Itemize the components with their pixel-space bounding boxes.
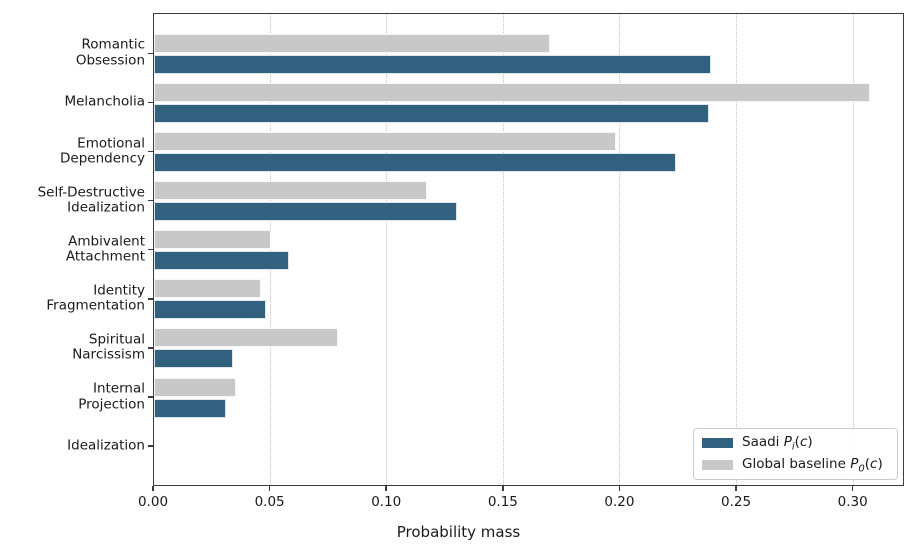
y-tick-label: Melancholia (64, 93, 145, 110)
gridline (852, 14, 854, 485)
y-axis-tick (148, 396, 153, 398)
legend-label: Saadi Pi(c) (742, 433, 813, 453)
x-tick-label: 0.05 (254, 494, 285, 510)
y-tick-label: Self-Destructive Idealization (37, 184, 145, 216)
x-axis-tick (735, 486, 737, 491)
gridline (386, 14, 388, 485)
bar-baseline (154, 181, 427, 201)
y-axis-tick (148, 248, 153, 251)
y-tick-label: Spiritual Narcissism (72, 331, 145, 363)
gridline (502, 14, 504, 485)
x-tick-label: 0.20 (604, 494, 635, 510)
y-tick-label: Identity Fragmentation (46, 282, 145, 314)
gridline (736, 14, 738, 485)
gridline (269, 14, 271, 485)
legend-swatch (702, 459, 733, 470)
bar-baseline (154, 132, 616, 151)
bar-saadi (154, 300, 266, 320)
y-axis-tick (148, 199, 153, 202)
bar-baseline (154, 230, 271, 250)
x-axis-tick (618, 486, 621, 491)
bar-saadi (154, 251, 290, 271)
bar-saadi (154, 398, 227, 418)
y-axis-tick (148, 347, 153, 349)
x-axis-tick (385, 486, 387, 491)
x-tick-label: 0.10 (371, 494, 402, 510)
y-axis-tick (148, 298, 153, 300)
legend-item: Saadi Pi(c) (702, 434, 889, 453)
y-tick-label: Emotional Dependency (60, 135, 145, 167)
x-axis-tick (502, 486, 504, 491)
bar-baseline (154, 33, 551, 53)
plot-area (153, 13, 904, 486)
y-tick-label: Ambivalent Attachment (65, 233, 145, 265)
x-axis-tick (268, 486, 271, 491)
x-tick-label: 0.00 (137, 494, 169, 510)
x-tick-label: 0.15 (487, 494, 518, 510)
bar-baseline (154, 82, 870, 102)
bar-saadi (154, 349, 234, 369)
bar-baseline (154, 377, 236, 397)
y-tick-label: Romantic Obsession (75, 36, 145, 69)
legend-label: Global baseline P0(c) (742, 455, 883, 475)
bar-saadi (154, 153, 677, 172)
x-axis-tick (851, 486, 854, 491)
y-axis-tick (148, 52, 153, 55)
legend-item: Global baseline P0(c) (702, 455, 889, 475)
bar-saadi (154, 202, 458, 222)
bar-saadi (154, 54, 712, 74)
legend-swatch (702, 438, 733, 449)
y-tick-label: Idealization (67, 437, 145, 454)
y-axis-tick (148, 445, 153, 447)
x-tick-label: 0.30 (837, 494, 868, 510)
bar-baseline (154, 279, 262, 299)
gridline (619, 14, 621, 485)
y-axis-tick (148, 150, 153, 153)
y-tick-label: Internal Projection (78, 380, 145, 412)
x-axis-tick (152, 486, 154, 491)
legend: Saadi Pi(c) Global baseline P0(c) (693, 428, 898, 480)
x-axis-label: Probability mass (396, 523, 521, 541)
y-axis-tick (148, 101, 153, 104)
x-tick-label: 0.25 (721, 494, 752, 510)
bar-saadi (154, 103, 710, 123)
bar-baseline (154, 328, 339, 348)
